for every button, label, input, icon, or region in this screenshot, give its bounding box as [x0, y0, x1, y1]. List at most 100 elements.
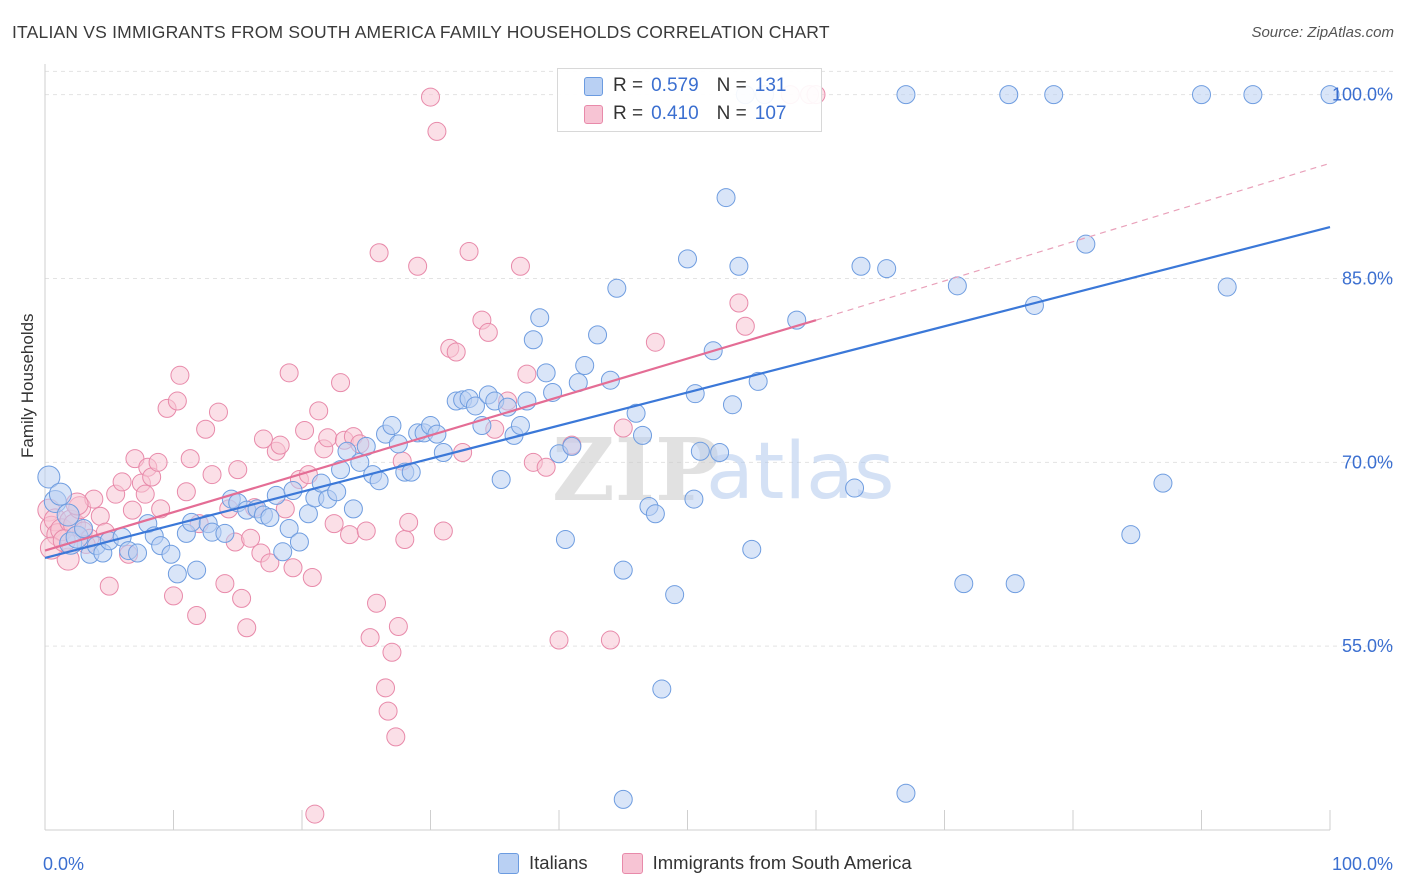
italians-point	[947, 276, 967, 296]
south-america-point	[90, 506, 110, 526]
south-america-point	[208, 402, 228, 422]
south-america-point	[536, 457, 556, 477]
bottom-legend-swatch-south-america	[621, 852, 643, 874]
south-america-point	[241, 528, 261, 548]
source-credit: Source: ZipAtlas.com	[1251, 24, 1394, 41]
south-america-point	[600, 630, 620, 650]
south-america-point	[399, 512, 419, 532]
italians-point	[845, 478, 865, 498]
italians-point	[215, 523, 235, 543]
south-america-point	[176, 482, 196, 502]
south-america-point	[433, 521, 453, 541]
south-america-point	[369, 243, 389, 263]
italians-point	[161, 544, 181, 564]
x-tick-labels: 0.0% 100.0%	[43, 854, 1393, 874]
south-america-point	[729, 293, 749, 313]
south-america-point	[446, 342, 466, 362]
italians-point	[273, 542, 293, 562]
grid-lines	[45, 70, 1395, 647]
south-america-point	[356, 521, 376, 541]
italians-point	[433, 443, 453, 463]
south-america-point	[151, 499, 171, 519]
south-america-point	[148, 452, 168, 472]
italians-point	[742, 539, 762, 559]
italians-point	[613, 560, 633, 580]
legend-r-value: 0.410	[651, 103, 699, 124]
south-america-point	[378, 701, 398, 721]
italians-point	[645, 504, 665, 524]
south-america-point	[386, 727, 406, 747]
italians-point	[851, 256, 871, 276]
south-america-point	[459, 242, 479, 262]
south-america-point	[510, 256, 530, 276]
italians-point	[613, 789, 633, 809]
bottom-legend-label: Italians	[529, 852, 588, 873]
south-america-point	[395, 530, 415, 550]
south-america-point	[196, 419, 216, 439]
legend-swatch-south-america	[584, 104, 603, 124]
italians-point	[685, 384, 705, 404]
trend-line-south-america-extension	[815, 162, 1331, 321]
legend: R = 0.579 N = 131 R = 0.410 N = 107	[557, 68, 822, 132]
south-america-point	[283, 558, 303, 578]
italians-point	[722, 395, 742, 415]
italians-point	[633, 425, 653, 445]
italians-point	[999, 85, 1019, 105]
italians-point	[575, 355, 595, 375]
south-america-point	[421, 87, 440, 107]
legend-r-label: R =	[613, 75, 644, 96]
italians-point	[678, 249, 697, 269]
trend-lines	[44, 162, 1331, 559]
south-america-point	[180, 449, 200, 469]
legend-r-label: R =	[613, 103, 644, 124]
south-america-point	[170, 365, 190, 385]
bottom-legend-italians: Italians	[498, 852, 588, 874]
italians-point	[690, 441, 710, 461]
italians-point	[716, 188, 736, 208]
series-italians-points	[37, 85, 1340, 809]
italians-point	[896, 85, 916, 105]
italians-point	[1243, 85, 1263, 105]
bottom-legend-label: Immigrants from South America	[652, 852, 912, 873]
italians-point	[260, 507, 280, 527]
south-america-point	[99, 576, 119, 596]
italians-point	[536, 363, 556, 383]
bottom-legend-swatch-italians	[498, 852, 519, 874]
south-america-point	[388, 617, 408, 637]
italians-point	[652, 679, 672, 699]
south-america-point	[427, 121, 447, 141]
south-america-point	[360, 628, 380, 648]
legend-n-label: N =	[716, 75, 747, 96]
south-america-point	[735, 316, 755, 336]
south-america-point	[228, 460, 248, 480]
south-america-point	[549, 630, 569, 650]
south-america-point	[202, 465, 222, 485]
south-america-point	[295, 420, 315, 440]
south-america-point	[478, 322, 498, 342]
south-america-point	[324, 514, 344, 534]
south-america-point	[517, 364, 537, 384]
italians-point	[1044, 85, 1064, 105]
south-america-point	[279, 363, 299, 383]
south-america-point	[645, 332, 665, 352]
italians-point	[56, 503, 80, 527]
italians-point	[729, 256, 749, 276]
south-america-point	[135, 484, 155, 504]
italians-point	[665, 585, 685, 605]
italians-point	[1153, 473, 1173, 493]
italians-point	[748, 371, 768, 391]
legend-r-value: 0.579	[651, 75, 699, 96]
x-tick-label: 0.0%	[43, 854, 84, 874]
italians-point	[607, 278, 627, 298]
south-america-point	[331, 373, 351, 393]
italians-point	[1005, 574, 1025, 594]
italians-point	[954, 574, 974, 594]
legend-n-value: 107	[754, 103, 787, 124]
south-america-point	[164, 586, 183, 606]
italians-point	[877, 259, 897, 279]
legend-row-italians: R = 0.579 N = 131	[584, 73, 786, 99]
italians-point	[562, 436, 582, 456]
italians-point	[600, 370, 620, 390]
south-america-point	[305, 804, 325, 824]
